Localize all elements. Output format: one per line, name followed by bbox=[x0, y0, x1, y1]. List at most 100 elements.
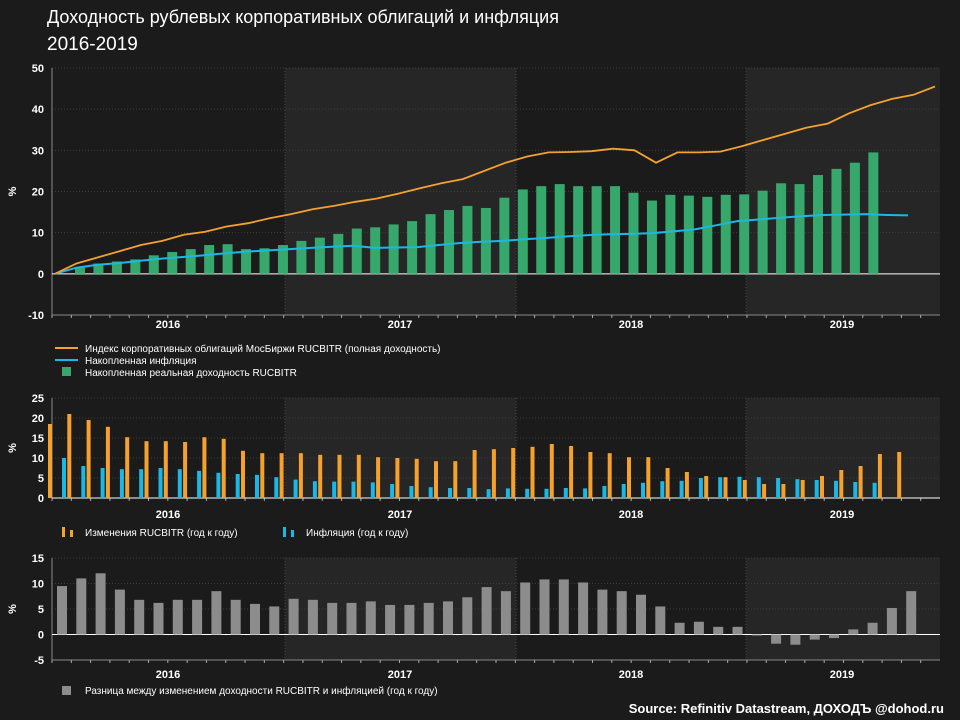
inflation-yoy-bar bbox=[312, 481, 317, 498]
real-return-bar bbox=[868, 152, 879, 274]
spread-bar bbox=[674, 622, 685, 635]
rucbitr-yoy-bar bbox=[588, 452, 593, 498]
spread-bar bbox=[500, 591, 511, 635]
real-return-bar bbox=[388, 224, 399, 274]
rucbitr-yoy-bar bbox=[684, 472, 689, 498]
rucbitr-yoy-bar bbox=[858, 466, 863, 498]
y-axis-label: % bbox=[7, 186, 19, 196]
rucbitr-yoy-bar bbox=[67, 414, 72, 498]
real-return-bar bbox=[702, 196, 713, 274]
x-tick-label-2016: 2016 bbox=[156, 319, 180, 331]
real-return-bar bbox=[259, 248, 270, 274]
spread-bar bbox=[443, 601, 453, 635]
inflation-yoy-bar bbox=[486, 489, 491, 498]
x-tick-label-2018: 2018 bbox=[619, 319, 643, 331]
legend-swatch-inflation-yoy-2 bbox=[291, 530, 294, 537]
spread-bar bbox=[95, 573, 106, 635]
spread-bar bbox=[462, 597, 473, 635]
real-return-bar bbox=[93, 263, 104, 274]
spread-bar bbox=[211, 591, 222, 635]
panel-yield-inflation-spread: 15 10 5 0 -5% 2016 2017 2018 2019 bbox=[7, 553, 940, 681]
spread-bar bbox=[327, 602, 338, 635]
inflation-yoy-bar bbox=[834, 480, 838, 498]
real-return-bar bbox=[757, 190, 768, 274]
real-return-bar bbox=[333, 233, 344, 274]
inflation-yoy-bar bbox=[756, 477, 761, 498]
x-tick-label-2019: 2019 bbox=[830, 669, 854, 681]
spread-bar bbox=[423, 602, 434, 635]
legend-label-real-return: Накопленная реальная доходность RUCBITR bbox=[85, 368, 297, 379]
y-tick-label: 0 bbox=[38, 269, 44, 281]
rucbitr-yoy-bar bbox=[781, 484, 786, 498]
legend-label-inflation: Накопленная инфляция bbox=[85, 355, 197, 367]
rucbitr-yoy-bar bbox=[337, 454, 342, 498]
real-return-bar bbox=[462, 205, 473, 274]
y-tick-label: 10 bbox=[32, 453, 44, 465]
spread-bar bbox=[829, 634, 839, 639]
real-return-bar bbox=[351, 228, 362, 274]
legends: Индекс корпоративных облигаций МосБиржи … bbox=[55, 343, 441, 697]
rucbitr-yoy-bar bbox=[665, 468, 670, 498]
y-tick-label: 5 bbox=[38, 473, 44, 485]
rucbitr-yoy-bar bbox=[742, 480, 747, 498]
x-tick-label-2019: 2019 bbox=[830, 319, 854, 331]
spread-bar bbox=[153, 602, 164, 635]
real-return-bar bbox=[591, 186, 602, 274]
spread-bar bbox=[288, 598, 299, 635]
rucbitr-yoy-bar bbox=[434, 461, 438, 498]
rucbitr-yoy-bar bbox=[820, 476, 824, 498]
rucbitr-yoy-bar bbox=[356, 454, 361, 498]
inflation-yoy-bar bbox=[255, 474, 259, 498]
legend-swatch-spread bbox=[62, 686, 71, 695]
rucbitr-yoy-bar bbox=[530, 446, 535, 498]
inflation-yoy-bar bbox=[62, 458, 66, 498]
x-tick-label-2019: 2019 bbox=[830, 509, 854, 521]
spread-bar bbox=[404, 604, 415, 635]
rucbitr-yoy-bar bbox=[48, 424, 52, 498]
spread-bar bbox=[385, 604, 396, 635]
real-return-bar bbox=[370, 227, 381, 274]
legend-label-rucbitr: Индекс корпоративных облигаций МосБиржи … bbox=[85, 343, 441, 355]
rucbitr-yoy-bar bbox=[723, 477, 728, 498]
y-tick-label: 15 bbox=[32, 553, 44, 565]
inflation-yoy-bar bbox=[583, 488, 588, 498]
inflation-yoy-bar bbox=[177, 469, 182, 498]
rucbitr-yoy-bar bbox=[897, 452, 902, 498]
real-return-bar bbox=[739, 194, 750, 274]
real-return-bar bbox=[610, 186, 621, 274]
rucbitr-yoy-bar bbox=[318, 454, 323, 498]
rucbitr-yoy-bar bbox=[414, 458, 419, 498]
inflation-yoy-bar bbox=[698, 478, 703, 498]
source-note: Source: Refinitiv Datastream, ДОХОДЪ @do… bbox=[628, 701, 944, 716]
inflation-yoy-bar bbox=[332, 481, 337, 498]
rucbitr-yoy-bar bbox=[86, 420, 91, 498]
real-return-bar bbox=[222, 244, 233, 274]
y-tick-label: -10 bbox=[28, 310, 44, 322]
inflation-yoy-bar bbox=[370, 482, 375, 498]
spread-bar bbox=[134, 599, 145, 635]
inflation-yoy-bar bbox=[776, 478, 781, 498]
rucbitr-yoy-bar bbox=[549, 444, 554, 498]
spread-bar bbox=[76, 578, 87, 635]
rucbitr-line bbox=[54, 85, 936, 275]
y-tick-label: 25 bbox=[32, 393, 44, 405]
rucbitr-yoy-bar bbox=[125, 437, 130, 498]
spread-bar bbox=[114, 589, 125, 635]
real-return-bar bbox=[776, 183, 787, 274]
spread-bar bbox=[230, 599, 241, 635]
year-shade-2017 bbox=[285, 398, 516, 498]
spread-bar bbox=[365, 601, 376, 635]
y-tick-label: 10 bbox=[32, 579, 44, 591]
spread-bar bbox=[655, 606, 666, 635]
rucbitr-yoy-bar bbox=[607, 453, 612, 498]
real-return-bar bbox=[130, 259, 141, 274]
legend-swatch-rucbitr-yoy bbox=[62, 527, 65, 537]
inflation-yoy-bar bbox=[718, 477, 723, 498]
y-tick-label: 50 bbox=[32, 63, 44, 75]
inflation-yoy-bar bbox=[814, 480, 819, 498]
rucbitr-yoy-bar bbox=[202, 437, 207, 498]
rucbitr-yoy-bar bbox=[395, 458, 400, 498]
real-return-bar bbox=[148, 255, 159, 274]
real-return-bar bbox=[425, 214, 436, 274]
y-tick-label: 15 bbox=[32, 433, 44, 445]
